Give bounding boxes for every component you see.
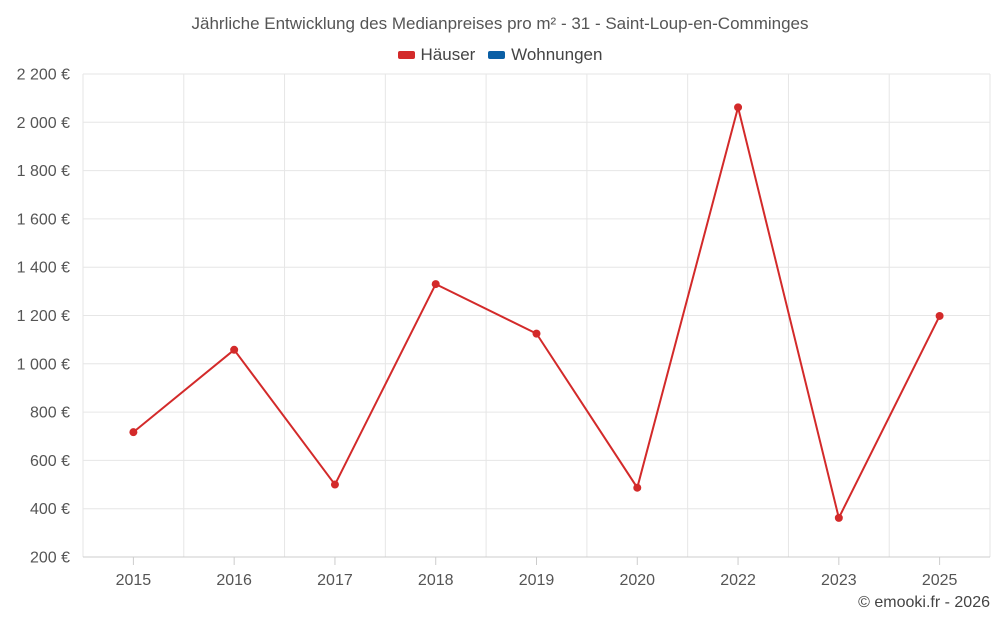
x-tick-label: 2022 (720, 572, 756, 589)
y-tick-label: 2 000 € (17, 115, 70, 132)
x-tick-label: 2015 (116, 572, 152, 589)
axes: 200 € 400 € 600 € 800 € 1 000 € 1 200 € 1 400 … (17, 67, 990, 589)
y-tick-label: 1 200 € (17, 308, 70, 325)
copyright-footer: © emooki.fr - 2026 (858, 594, 990, 611)
x-tick-label: 2025 (922, 572, 958, 589)
y-tick-label: 2 200 € (17, 67, 70, 84)
legend: Häuser Wohnungen (0, 45, 1000, 65)
y-tick-label: 1 800 € (17, 163, 70, 180)
legend-swatch-haeuser (397, 50, 415, 59)
legend-label-haeuser: Häuser (420, 45, 476, 64)
y-tick-label: 200 € (30, 550, 70, 567)
x-tick-label: 2023 (821, 572, 857, 589)
grid (82, 73, 991, 558)
y-tick-label: 1 000 € (17, 356, 70, 373)
legend-swatch-wohnungen (488, 50, 506, 59)
data-point[interactable]: 2020: 487 (633, 483, 642, 492)
data-point[interactable]: 2025: 1198 (935, 311, 944, 320)
x-tick-label: 2018 (418, 572, 454, 589)
y-tick-label: 1 400 € (17, 260, 70, 277)
data-point[interactable]: 2019: 1125 (532, 329, 541, 338)
x-tick-label: 2017 (317, 572, 353, 589)
legend-label-wohnungen: Wohnungen (511, 45, 603, 64)
x-tick-label: 2020 (619, 572, 655, 589)
data-point[interactable]: 2017: 500 (330, 480, 339, 489)
chart-title: Jährliche Entwicklung des Medianpreises … (191, 14, 809, 33)
legend-item-wohnungen[interactable]: Wohnungen (488, 45, 602, 65)
y-tick-label: 1 600 € (17, 211, 70, 228)
x-tick-label: 2016 (216, 572, 252, 589)
series-line (132, 106, 941, 519)
data-point[interactable]: 2018: 1330 (431, 280, 440, 289)
data-point[interactable]: 2016: 1058 (230, 345, 239, 354)
y-tick-label: 400 € (30, 501, 70, 518)
data-point[interactable]: 2022: 2062 (734, 103, 743, 112)
data-point[interactable]: 2023: 362 (834, 513, 843, 522)
legend-item-haeuser[interactable]: Häuser (397, 45, 476, 65)
data-point[interactable]: 2015: 717 (129, 428, 138, 437)
y-tick-label: 800 € (30, 405, 70, 422)
series-haeuser: 2015: 717 2016: 1058 2017: 500 2018: 1330 20… (129, 103, 944, 522)
x-tick-label: 2019 (519, 572, 555, 589)
y-tick-label: 600 € (30, 453, 70, 470)
